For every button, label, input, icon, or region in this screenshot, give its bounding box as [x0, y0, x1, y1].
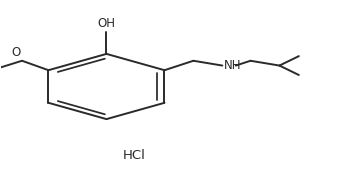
Text: HCl: HCl [123, 149, 146, 162]
Text: NH: NH [224, 59, 241, 72]
Text: OH: OH [97, 17, 115, 30]
Text: O: O [11, 46, 20, 59]
